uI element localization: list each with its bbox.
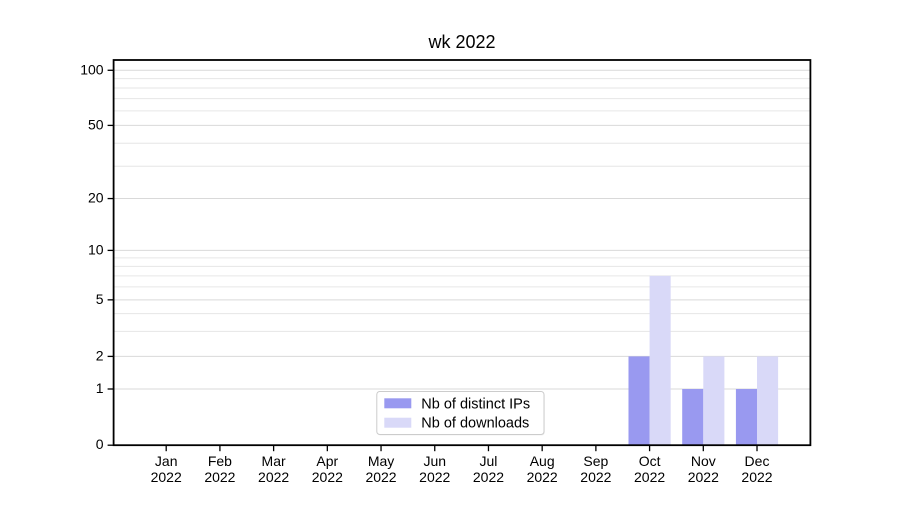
svg-text:1: 1 (96, 380, 104, 396)
svg-text:5: 5 (96, 291, 104, 307)
svg-text:May: May (368, 453, 394, 469)
svg-text:Nb of downloads: Nb of downloads (421, 416, 529, 432)
svg-text:2: 2 (96, 347, 104, 363)
svg-text:2022: 2022 (634, 469, 665, 485)
svg-text:2022: 2022 (527, 469, 558, 485)
svg-text:2022: 2022 (419, 469, 450, 485)
svg-text:Sep: Sep (583, 453, 608, 469)
svg-text:2022: 2022 (741, 469, 772, 485)
svg-text:2022: 2022 (365, 469, 396, 485)
svg-text:2022: 2022 (473, 469, 504, 485)
svg-text:Jan: Jan (155, 453, 178, 469)
svg-text:2022: 2022 (312, 469, 343, 485)
svg-text:Dec: Dec (745, 453, 770, 469)
svg-text:2022: 2022 (688, 469, 719, 485)
svg-text:100: 100 (80, 61, 104, 77)
svg-text:2022: 2022 (580, 469, 611, 485)
svg-text:0: 0 (96, 436, 104, 452)
svg-text:20: 20 (88, 190, 104, 206)
svg-text:2022: 2022 (204, 469, 235, 485)
svg-text:Feb: Feb (208, 453, 232, 469)
svg-text:Oct: Oct (639, 453, 661, 469)
svg-text:2022: 2022 (258, 469, 289, 485)
svg-text:Mar: Mar (262, 453, 286, 469)
svg-text:2022: 2022 (151, 469, 182, 485)
svg-text:Nb of distinct IPs: Nb of distinct IPs (421, 396, 530, 412)
svg-text:Apr: Apr (316, 453, 338, 469)
svg-text:10: 10 (88, 241, 104, 257)
svg-text:wk 2022: wk 2022 (427, 32, 495, 52)
svg-text:Jul: Jul (480, 453, 498, 469)
svg-text:Jun: Jun (423, 453, 446, 469)
svg-text:Aug: Aug (530, 453, 555, 469)
svg-text:50: 50 (88, 116, 104, 132)
svg-text:Nov: Nov (691, 453, 716, 469)
